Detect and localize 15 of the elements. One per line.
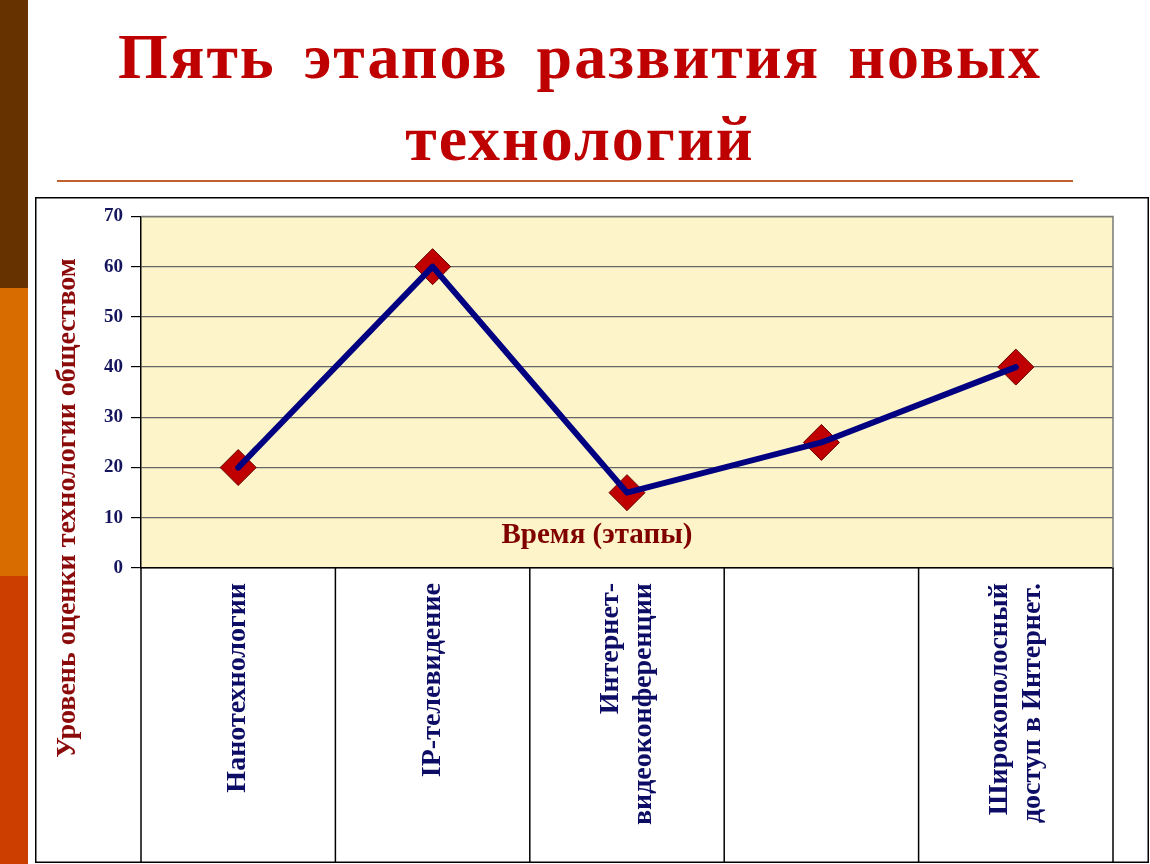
y-tick-label: 70 <box>104 204 123 226</box>
y-tick-label: 40 <box>104 354 123 376</box>
y-tick-label: 50 <box>104 304 123 326</box>
y-tick-label: 30 <box>104 405 123 427</box>
x-axis-title: Время (этапы) <box>501 517 693 551</box>
y-tick-label: 10 <box>104 505 123 527</box>
x-tick-label: IP-телевидение <box>414 583 446 778</box>
x-tick-label: Широкополосный доступ в Интернет. <box>981 583 1046 824</box>
chart-title: Пять этапов развития новых технологий <box>116 20 1044 176</box>
y-tick-label: 0 <box>113 555 123 577</box>
y-axis-title: Уровень оценки технологии обществом <box>50 258 82 758</box>
y-tick-label: 20 <box>104 455 123 477</box>
x-tick-label: Интернет-видеоконференции <box>592 583 657 826</box>
y-tick-label: 60 <box>104 254 123 276</box>
x-tick-label: Нанотехнологии <box>220 583 252 793</box>
